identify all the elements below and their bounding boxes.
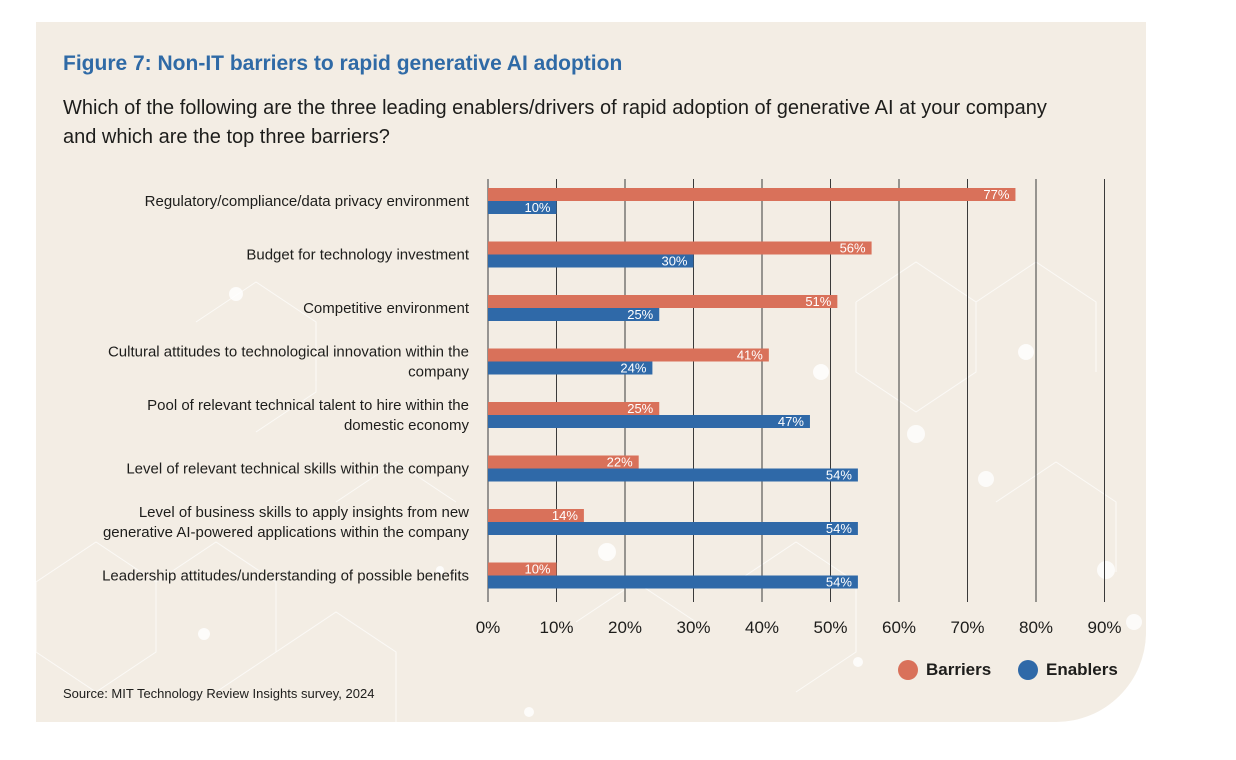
- bar-barriers: [488, 295, 838, 308]
- category-label: Pool of relevant technical talent to hir…: [147, 397, 469, 414]
- category-label: Cultural attitudes to technological inno…: [108, 344, 469, 361]
- x-tick-label: 70%: [950, 618, 984, 637]
- bar-barriers: [488, 241, 872, 255]
- bar-value-label: 47%: [778, 414, 804, 429]
- category-label: Level of relevant technical skills withi…: [126, 461, 469, 478]
- bar-enablers: [488, 361, 653, 375]
- category-label: domestic economy: [344, 417, 470, 434]
- bar-value-label: 30%: [661, 254, 687, 269]
- bar-barriers: [488, 455, 639, 469]
- bar-enablers: [488, 254, 694, 268]
- bar-enablers: [488, 575, 858, 589]
- bar-value-label: 77%: [983, 187, 1009, 202]
- bar-value-label: 54%: [826, 575, 852, 590]
- category-label: Regulatory/compliance/data privacy envir…: [145, 193, 470, 210]
- bar-value-label: 25%: [627, 307, 653, 322]
- category-label: Level of business skills to apply insigh…: [139, 504, 469, 521]
- bar-enablers: [488, 201, 557, 214]
- x-tick-label: 40%: [745, 618, 779, 637]
- bar-value-label: 14%: [552, 508, 578, 523]
- bar-enablers: [488, 468, 858, 482]
- category-label: Leadership attitudes/understanding of po…: [102, 568, 469, 585]
- bar-value-label: 54%: [826, 521, 852, 536]
- x-tick-label: 60%: [882, 618, 916, 637]
- bar-value-label: 10%: [524, 200, 550, 215]
- bar-barriers: [488, 509, 584, 522]
- bar-value-label: 24%: [620, 361, 646, 376]
- legend-swatch-enablers: [1018, 660, 1038, 680]
- legend-swatch-barriers: [898, 660, 918, 680]
- category-label: Budget for technology investment: [246, 247, 469, 264]
- figure-title: Figure 7: Non-IT barriers to rapid gener…: [63, 52, 623, 75]
- x-tick-label: 50%: [813, 618, 847, 637]
- x-tick-label: 20%: [608, 618, 642, 637]
- bar-barriers: [488, 188, 1016, 201]
- bar-enablers: [488, 415, 810, 428]
- legend-item-enablers: Enablers: [1018, 660, 1118, 680]
- legend-label-enablers: Enablers: [1046, 660, 1118, 679]
- bar-barriers: [488, 562, 557, 576]
- x-tick-label: 30%: [676, 618, 710, 637]
- legend-label-barriers: Barriers: [926, 660, 992, 679]
- bar-value-label: 41%: [737, 348, 763, 363]
- legend-item-barriers: Barriers: [898, 660, 991, 680]
- x-tick-label: 90%: [1087, 618, 1121, 637]
- x-tick-label: 80%: [1019, 618, 1053, 637]
- figure-panel: Figure 7: Non-IT barriers to rapid gener…: [36, 22, 1146, 722]
- hexagon-pattern-background: [36, 261, 1142, 722]
- x-tick-label: 0%: [476, 618, 501, 637]
- bar-value-label: 10%: [524, 562, 550, 577]
- bar-value-label: 25%: [627, 401, 653, 416]
- category-label: company: [408, 364, 469, 381]
- bar-barriers: [488, 402, 660, 415]
- survey-question: Which of the following are the three lea…: [63, 97, 1047, 148]
- bar-barriers: [488, 348, 769, 362]
- bar-value-label: 56%: [840, 241, 866, 256]
- bar-enablers: [488, 308, 660, 321]
- bar-value-label: 54%: [826, 468, 852, 483]
- source-note: Source: MIT Technology Review Insights s…: [63, 686, 375, 701]
- bar-chart: 0% 10% 20% 30% 40% 50% 60% 70% 80% 90% Regulatory/…: [102, 179, 1122, 637]
- x-tick-label: 10%: [539, 618, 573, 637]
- category-label: generative AI-powered applications withi…: [103, 524, 470, 541]
- bar-value-label: 22%: [607, 455, 633, 470]
- bar-enablers: [488, 522, 858, 535]
- category-label: Competitive environment: [303, 300, 470, 317]
- bar-value-label: 51%: [805, 294, 831, 309]
